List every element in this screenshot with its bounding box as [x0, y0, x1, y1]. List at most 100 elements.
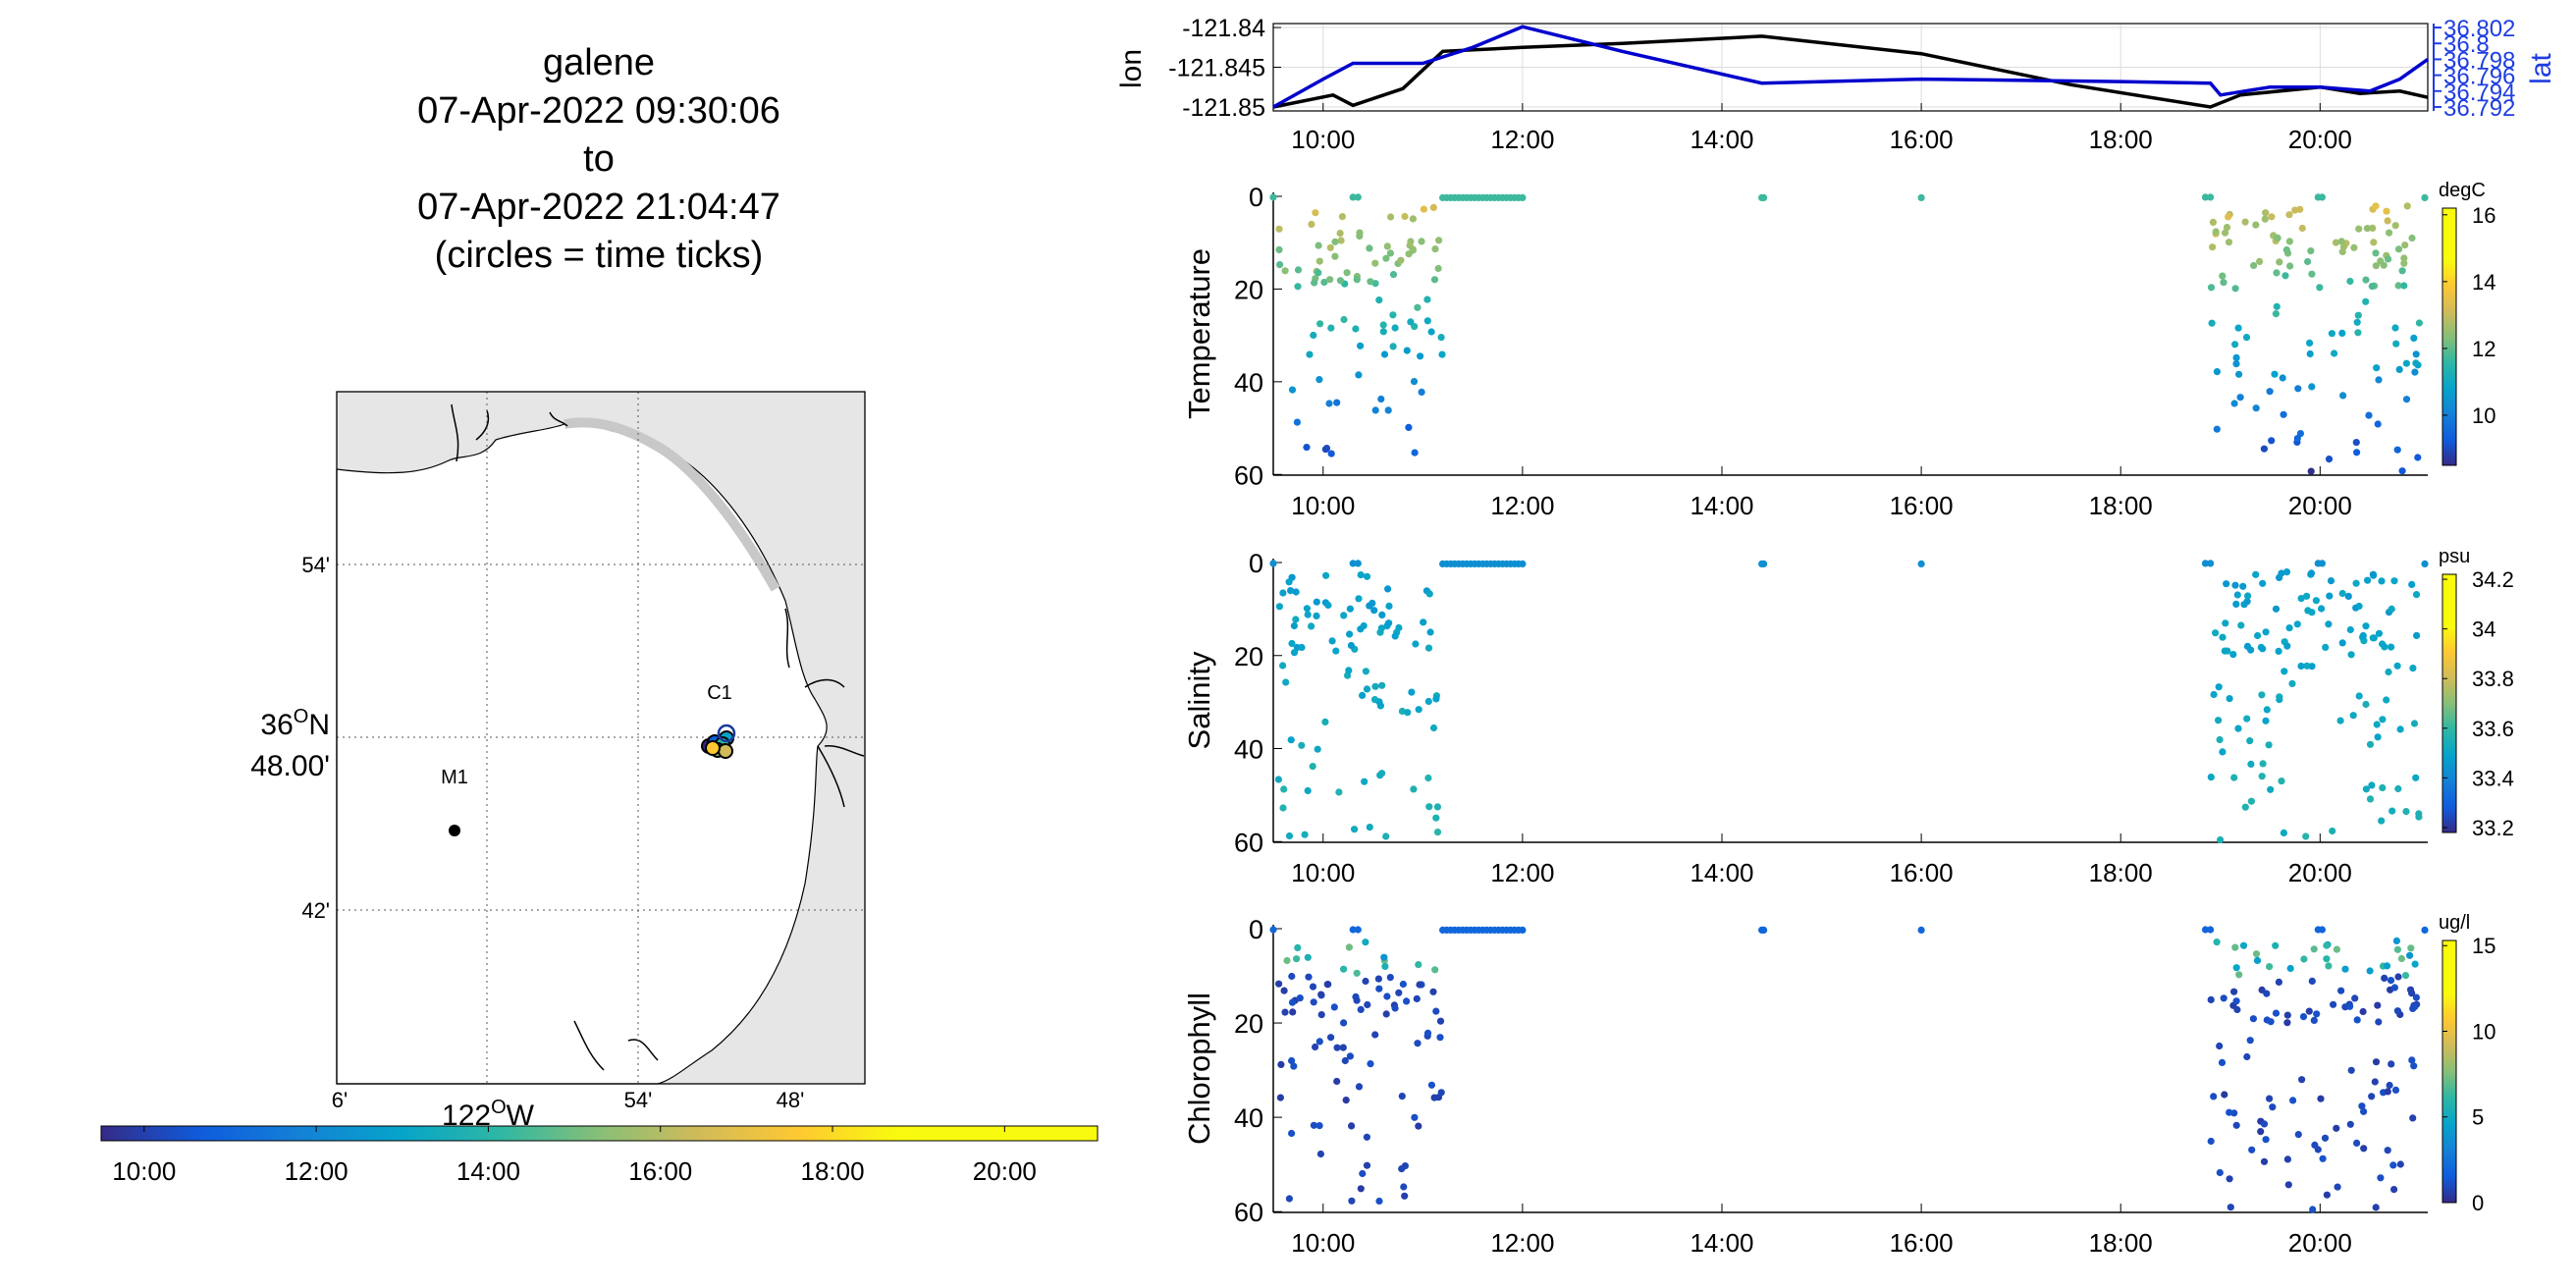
- chlorophyll-data-point: [1315, 1122, 1323, 1130]
- temperature-data-point: [1353, 276, 1361, 284]
- salinity-data-point: [2234, 724, 2242, 732]
- chlorophyll-colorbar-tick-label: 15: [2472, 934, 2496, 958]
- chlorophyll-data-point: [2366, 967, 2374, 975]
- chlorophyll-data-point: [1357, 1005, 1365, 1013]
- salinity-data-point: [2325, 620, 2333, 628]
- chlorophyll-data-point: [2387, 977, 2395, 985]
- chlorophyll-data-point: [2227, 1204, 2234, 1211]
- temperature-data-point: [2296, 205, 2304, 213]
- temperature-data-point: [1315, 257, 1323, 265]
- temperature-data-point: [1430, 276, 1439, 284]
- temperature-data-point: [1407, 318, 1415, 326]
- title-line-3: to: [583, 138, 615, 180]
- salinity-data-point: [2355, 602, 2363, 611]
- chlorophyll-colorbar-tick-label: 10: [2472, 1019, 2496, 1044]
- salinity-data-point: [1357, 571, 1365, 579]
- temperature-data-point: [2285, 211, 2293, 219]
- chlorophyll-data-point: [1371, 1031, 1379, 1039]
- temperature-data-point: [2281, 272, 2289, 280]
- salinity-data-point: [1378, 770, 1386, 778]
- temperature-data-point: [2252, 221, 2260, 229]
- salinity-x-tick-label: 14:00: [1690, 858, 1753, 887]
- salinity-data-point: [2262, 717, 2270, 724]
- temperature-data-point: [2276, 258, 2283, 266]
- salinity-data-point: [1279, 662, 1287, 670]
- salinity-data-point: [2388, 605, 2395, 614]
- salinity-data-point: [2421, 560, 2429, 568]
- salinity-data-point: [2412, 774, 2420, 781]
- salinity-data-point: [1415, 706, 1422, 714]
- chlorophyll-data-point: [2353, 1016, 2361, 1024]
- chlorophyll-data-point: [2262, 1136, 2270, 1144]
- salinity-y-tick-label: 40: [1234, 735, 1263, 765]
- map-rivers-south: [573, 1020, 659, 1071]
- temperature-data-point: [2219, 272, 2227, 280]
- temperature-data-point: [2369, 224, 2377, 232]
- salinity-data-point: [2383, 696, 2390, 704]
- salinity-data-point: [1425, 803, 1433, 811]
- temperature-data-point: [1417, 352, 1424, 360]
- salinity-data-point: [2232, 600, 2240, 609]
- salinity-data-point: [1355, 595, 1363, 603]
- temperature-data-point: [2209, 218, 2217, 226]
- map-lat-degree-symbol: O: [294, 706, 309, 727]
- salinity-data-point: [2396, 725, 2404, 733]
- salinity-data-point: [1332, 647, 1340, 655]
- temperature-data-point: [1331, 238, 1339, 245]
- salinity-data-point: [2329, 827, 2336, 835]
- chlorophyll-colorbar-tick-label: 0: [2472, 1191, 2484, 1215]
- salinity-data-point: [1412, 640, 1420, 648]
- chlorophyll-data-point: [1304, 953, 1312, 961]
- temperature-data-point: [2339, 392, 2347, 400]
- chlorophyll-data-point: [1288, 1129, 1296, 1138]
- chlorophyll-data-point: [1349, 926, 1357, 934]
- chlorophyll-data-point: [1427, 1081, 1435, 1089]
- salinity-data-point: [1433, 829, 1442, 836]
- salinity-data-point: [2243, 715, 2251, 723]
- chlorophyll-data-point: [1340, 965, 1348, 973]
- salinity-data-point: [2215, 683, 2223, 691]
- lon-tick-label: -121.84: [1182, 15, 1265, 42]
- salinity-data-point: [1366, 602, 1373, 610]
- temperature-data-point: [2220, 279, 2227, 287]
- chlorophyll-data-point: [2308, 977, 2316, 986]
- salinity-data-point: [1279, 589, 1287, 597]
- salinity-data-point: [2302, 832, 2310, 840]
- chlorophyll-data-point: [2368, 1093, 2376, 1100]
- chlorophyll-data-point: [2347, 1066, 2355, 1074]
- salinity-x-tick-label: 18:00: [2089, 858, 2153, 887]
- chlorophyll-data-point: [1309, 983, 1317, 991]
- chlorophyll-data-point: [1288, 998, 1297, 1006]
- temperature-data-point: [2273, 302, 2281, 310]
- salinity-data-point: [2244, 592, 2252, 600]
- lon-series-line: [1272, 34, 2429, 109]
- salinity-data-point: [2258, 773, 2266, 780]
- temperature-data-point: [2241, 218, 2249, 226]
- chlorophyll-data-point: [2409, 1114, 2417, 1122]
- temperature-data-point: [1306, 350, 1314, 358]
- salinity-colorbar-tick-label: 33.8: [2472, 667, 2514, 691]
- chlorophyll-data-point: [1398, 1165, 1406, 1173]
- temperature-data-point: [2306, 349, 2314, 358]
- temperature-data-point: [1379, 328, 1387, 336]
- salinity-data-point: [2385, 668, 2392, 676]
- map-beach-shading: [564, 417, 780, 592]
- salinity-data-point: [2312, 597, 2320, 605]
- temperature-data-point: [1356, 229, 1364, 237]
- chlorophyll-data-point: [2230, 988, 2238, 995]
- temperature-data-point: [1379, 321, 1387, 329]
- chlorophyll-data-point: [2371, 1078, 2379, 1086]
- salinity-data-point: [1298, 643, 1306, 652]
- station-label-m1: M1: [441, 767, 468, 788]
- temperature-data-point: [2400, 282, 2408, 290]
- temperature-data-point: [1276, 261, 1284, 269]
- temperature-data-point: [2298, 224, 2306, 233]
- salinity-data-point: [1429, 724, 1438, 732]
- position-x-tick-label: 14:00: [1690, 125, 1753, 154]
- temperature-data-point: [1320, 278, 1328, 287]
- temperature-data-point: [2354, 329, 2362, 337]
- salinity-x-tick-label: 10:00: [1291, 858, 1355, 887]
- chlorophyll-data-point: [2389, 1161, 2397, 1169]
- chlorophyll-data-point: [1391, 1004, 1399, 1012]
- temperature-data-point: [1405, 423, 1413, 431]
